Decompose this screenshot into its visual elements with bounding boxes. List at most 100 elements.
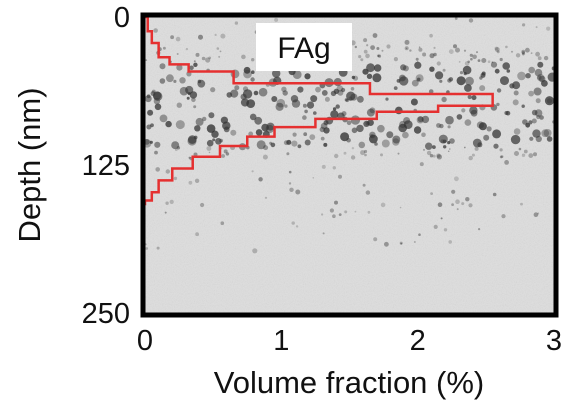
nanoparticle-dot [528, 153, 534, 159]
y-tick-label: 250 [82, 298, 130, 330]
nanoparticle-dot [241, 54, 246, 60]
nanoparticle-dot [146, 94, 151, 99]
nanoparticle-dot [208, 112, 215, 119]
nanoparticle-dot [535, 51, 540, 57]
nanoparticle-dot [176, 64, 183, 71]
nanoparticle-dot [234, 85, 240, 91]
nanoparticle-dot [249, 113, 257, 121]
nanoparticle-dot [309, 134, 316, 141]
nanoparticle-dot [541, 129, 550, 138]
nanoparticle-dot [376, 47, 380, 50]
nanoparticle-dot [189, 65, 194, 71]
nanoparticle-dot [195, 52, 200, 57]
nanoparticle-dot [525, 47, 530, 53]
nanoparticle-dot [546, 136, 553, 142]
nanoparticle-dot [502, 62, 511, 70]
nanoparticle-dot [145, 247, 149, 250]
nanoparticle-dot [535, 26, 538, 29]
nanoparticle-dot [292, 132, 297, 137]
x-axis-title: Volume fraction (%) [214, 365, 485, 400]
nanoparticle-dot [546, 26, 551, 31]
nanoparticle-dot [284, 104, 288, 108]
nanoparticle-dot [319, 126, 325, 133]
nanoparticle-dot [149, 140, 153, 144]
nanoparticle-dot [171, 141, 180, 150]
nanoparticle-dot [173, 79, 177, 83]
nanoparticle-dot [351, 127, 358, 134]
nanoparticle-dot [153, 98, 161, 105]
y-tick-label: 0 [114, 2, 130, 34]
nanoparticle-dot [324, 96, 330, 102]
nanoparticle-dot [365, 53, 370, 59]
nanoparticle-dot [159, 114, 168, 123]
nanoparticle-dot [429, 154, 434, 158]
nanoparticle-dot [419, 162, 424, 167]
nanoparticle-dot [418, 47, 423, 52]
nanoparticle-dot [546, 98, 553, 104]
nanoparticle-dot [255, 129, 263, 136]
x-tick-label: 0 [137, 325, 153, 357]
nanoparticle-dot [470, 109, 478, 117]
nanoparticle-dot [147, 109, 154, 116]
nanoparticle-dot [248, 131, 254, 137]
nanoparticle-dot [304, 73, 311, 80]
nanoparticle-dot [468, 203, 473, 208]
nanoparticle-dot [208, 151, 211, 154]
x-tick-label: 3 [546, 325, 562, 357]
nanoparticle-dot [476, 121, 484, 129]
nanoparticle-dot [537, 56, 542, 61]
nanoparticle-dot [163, 46, 166, 50]
nanoparticle-dot [360, 58, 364, 62]
nanoparticle-dot [216, 47, 220, 50]
nanoparticle-dot [441, 96, 447, 103]
nanoparticle-dot [356, 124, 364, 133]
nanoparticle-dot [505, 110, 511, 116]
nanoparticle-dot [373, 237, 378, 242]
nanoparticle-dot [377, 54, 380, 58]
nanoparticle-dot [193, 60, 196, 63]
nanoparticle-dot [461, 202, 465, 206]
nanoparticle-dot [370, 45, 375, 50]
nanoparticle-dot [515, 53, 521, 58]
nanoparticle-dot [165, 169, 170, 174]
nanoparticle-dot [381, 49, 384, 52]
nanoparticle-dot [234, 21, 239, 25]
nanoparticle-dot [272, 69, 281, 78]
nanoparticle-dot [230, 89, 239, 98]
nanoparticle-dot [479, 76, 483, 80]
nanoparticle-dot [458, 61, 461, 63]
nanoparticle-dot [494, 47, 500, 52]
nanoparticle-dot [346, 120, 352, 126]
nanoparticle-dot [513, 128, 521, 135]
nanoparticle-dot [313, 111, 317, 115]
nanoparticle-dot [332, 107, 337, 111]
nanoparticle-dot [449, 148, 451, 150]
nanoparticle-dot [517, 71, 526, 81]
nanoparticle-dot [243, 69, 252, 79]
nanoparticle-dot [528, 120, 533, 125]
nanoparticle-dot [350, 155, 356, 160]
nanoparticle-dot [366, 108, 375, 117]
nanoparticle-dot [514, 151, 519, 156]
nanoparticle-dot [346, 91, 356, 101]
nanoparticle-dot [218, 55, 221, 58]
nanoparticle-dot [505, 45, 508, 49]
nanoparticle-dot [399, 241, 403, 245]
nanoparticle-dot [525, 122, 531, 128]
nanoparticle-dot [302, 103, 307, 108]
nanoparticle-dot [528, 66, 535, 74]
nanoparticle-dot [479, 85, 486, 92]
nanoparticle-dot [250, 77, 255, 82]
nanoparticle-dot [421, 115, 430, 124]
nanoparticle-dot [522, 52, 525, 56]
nanoparticle-dot [426, 150, 432, 156]
nanoparticle-dot [320, 122, 328, 130]
nanoparticle-dot [343, 151, 347, 155]
nanoparticle-dot [454, 17, 458, 20]
nanoparticle-dot [385, 97, 389, 101]
nanoparticle-dot [225, 152, 230, 156]
nanoparticle-dot [206, 146, 212, 151]
nanoparticle-dot [448, 240, 453, 244]
nanoparticle-dot [288, 182, 292, 185]
nanoparticle-dot [494, 46, 499, 51]
